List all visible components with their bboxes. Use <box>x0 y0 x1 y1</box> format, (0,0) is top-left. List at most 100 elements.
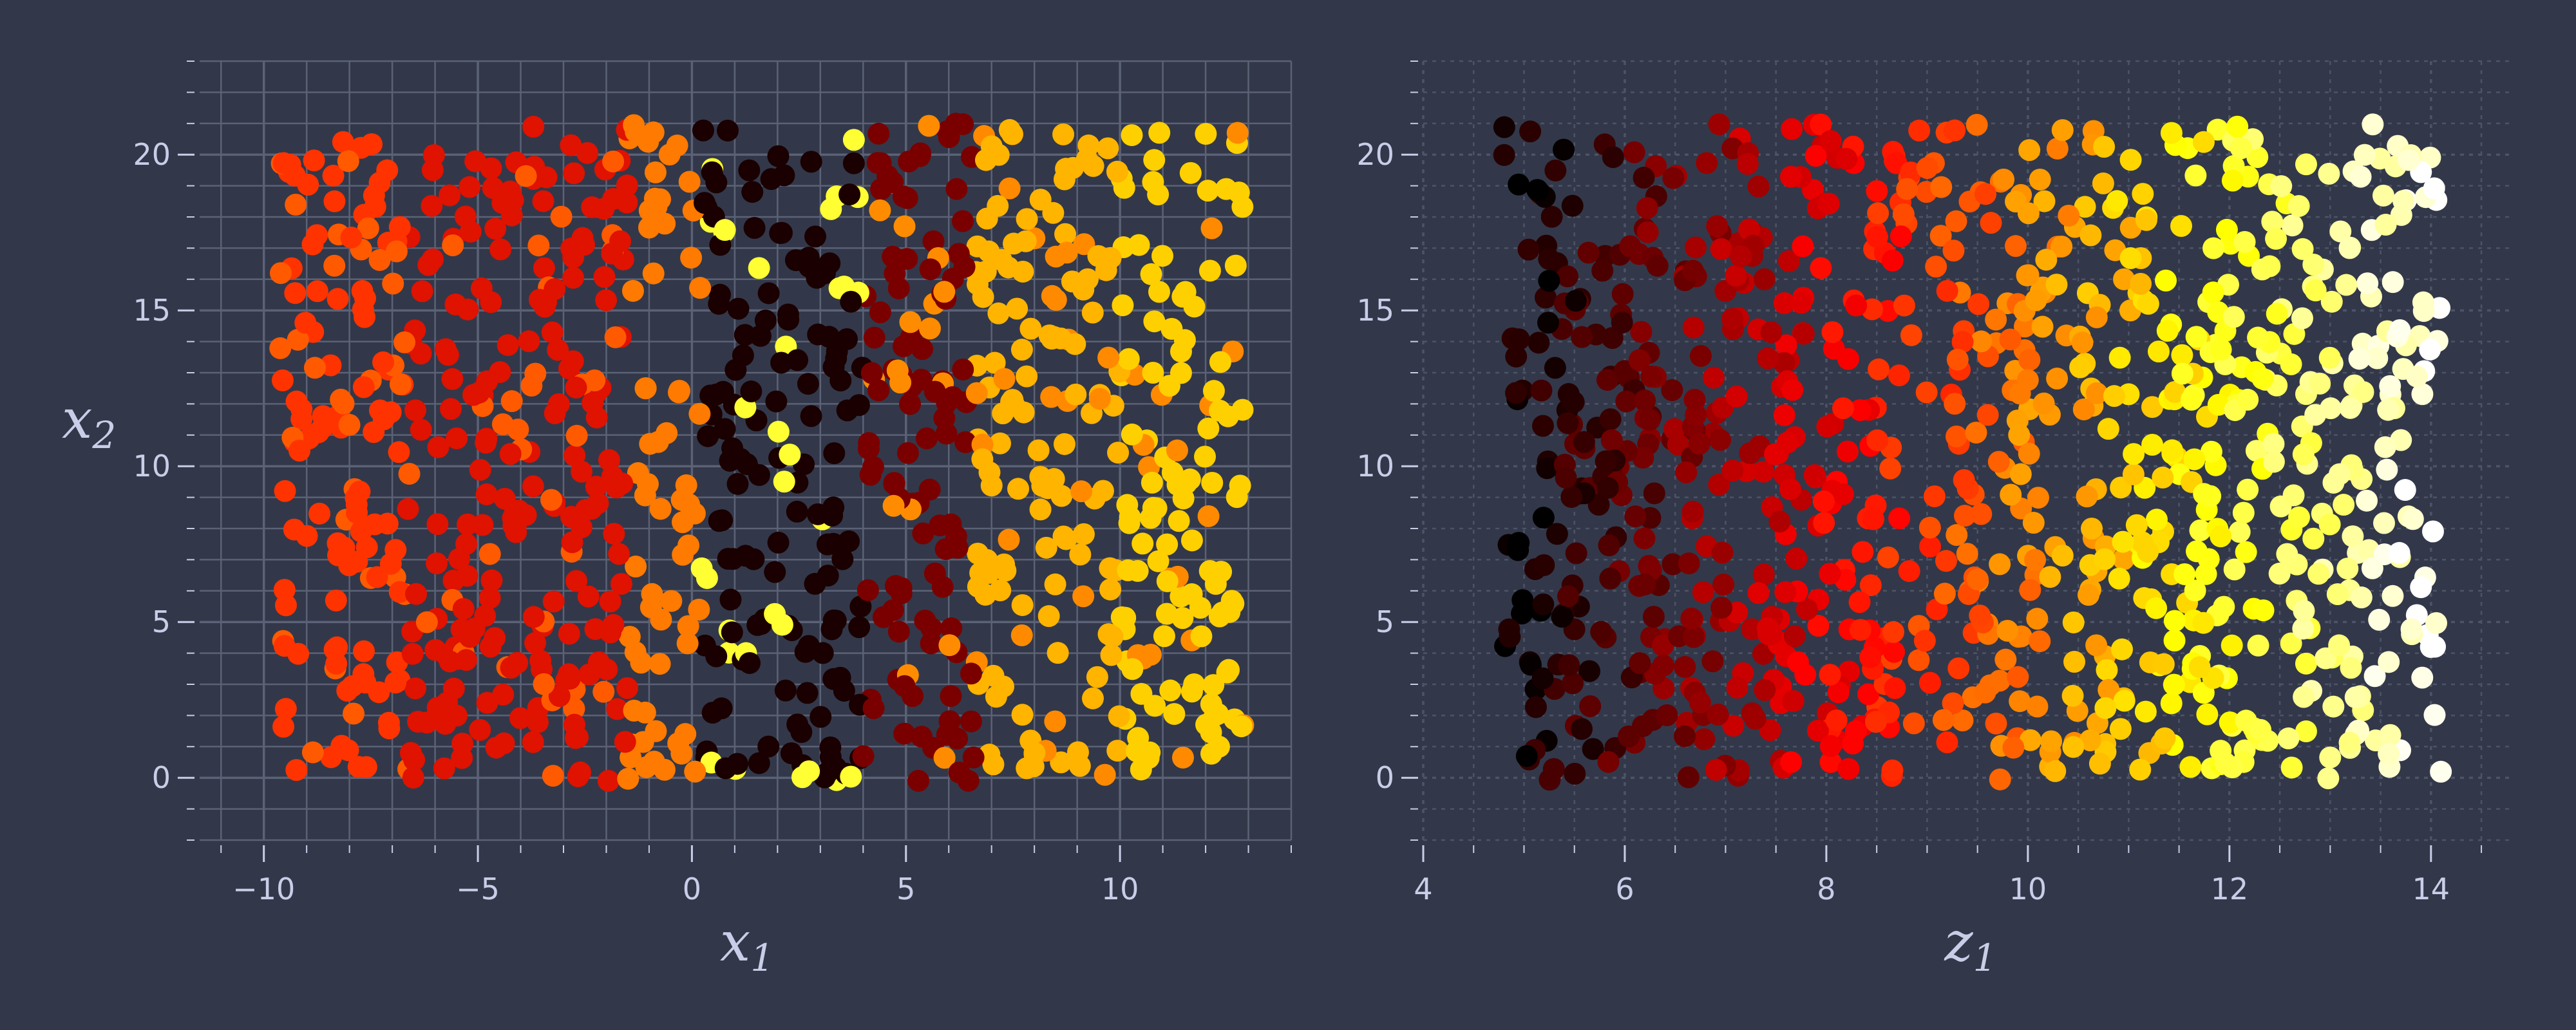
scatter-point <box>777 303 799 326</box>
scatter-point <box>1172 487 1195 510</box>
scatter-point <box>2292 443 2315 465</box>
scatter-point <box>989 432 1012 454</box>
scatter-point <box>1148 122 1171 144</box>
scatter-point <box>2019 729 2041 751</box>
scatter-point <box>2280 756 2303 779</box>
scatter-point <box>2183 448 2206 471</box>
scatter-point <box>1209 399 1231 422</box>
scatter-point <box>1171 746 1194 769</box>
scatter-point <box>2430 760 2452 783</box>
scatter-point <box>2251 368 2274 390</box>
scatter-point <box>962 746 985 769</box>
scatter-point <box>2192 612 2215 634</box>
scatter-point <box>933 407 956 429</box>
scatter-point <box>1810 257 1832 279</box>
scatter-point <box>1099 578 1122 601</box>
scatter-point <box>385 240 408 263</box>
scatter-point <box>1190 625 1213 648</box>
scatter-point <box>1011 594 1034 616</box>
scatter-point <box>1881 759 1904 782</box>
scatter-point <box>1530 379 1553 402</box>
scatter-point <box>1230 715 1253 738</box>
scatter-point <box>764 561 786 583</box>
scatter-point <box>1682 626 1705 648</box>
scatter-point <box>398 462 421 485</box>
scatter-point <box>1558 654 1580 677</box>
scatter-point <box>1557 412 1579 435</box>
scatter-point <box>2411 666 2434 689</box>
scatter-point <box>1640 365 1663 388</box>
scatter-point <box>1893 294 1915 317</box>
scatter-point <box>641 583 663 605</box>
x-tick-label: 4 <box>1414 872 1432 906</box>
scatter-point <box>765 390 788 413</box>
scatter-point <box>2412 291 2434 314</box>
scatter-point <box>1538 270 1560 292</box>
scatter-point <box>2423 177 2445 200</box>
scatter-point <box>1571 326 1593 348</box>
points-left <box>269 113 1255 792</box>
scatter-point <box>740 380 762 403</box>
scatter-point <box>564 444 586 467</box>
scatter-point <box>1849 399 1871 422</box>
scatter-point <box>1781 118 1803 140</box>
scatter-point <box>1035 536 1057 559</box>
scatter-point <box>952 210 974 232</box>
scatter-point <box>2368 608 2391 631</box>
scatter-point <box>388 581 411 603</box>
scatter-point <box>2160 122 2183 144</box>
scatter-point <box>2109 718 2132 740</box>
scatter-point <box>1790 292 1813 314</box>
scatter-point <box>410 418 432 441</box>
scatter-point <box>442 677 465 700</box>
scatter-point <box>480 157 502 180</box>
scatter-point <box>688 402 711 425</box>
scatter-point <box>674 723 697 745</box>
scatter-point <box>459 176 481 198</box>
scatter-point <box>480 569 503 592</box>
scatter-point <box>1836 440 1859 463</box>
scatter-point <box>1996 619 2019 642</box>
scatter-point <box>1171 607 1194 630</box>
scatter-point <box>544 402 566 425</box>
scatter-point <box>1052 123 1075 145</box>
scatter-point <box>604 326 627 348</box>
scatter-point <box>301 233 324 256</box>
scatter-point <box>2344 686 2367 709</box>
scatter-point <box>1953 469 1975 491</box>
scatter-point <box>484 218 507 240</box>
scatter-point <box>332 392 355 415</box>
scatter-point <box>2185 326 2208 348</box>
scatter-point <box>1779 165 1802 188</box>
scatter-point <box>1634 389 1656 412</box>
scatter-point <box>1677 766 1700 789</box>
scatter-point <box>475 427 498 450</box>
scatter-point <box>617 767 639 790</box>
scatter-point <box>938 634 961 657</box>
scatter-point <box>2170 214 2193 237</box>
scatter-point <box>587 651 610 673</box>
scatter-point <box>2197 548 2220 570</box>
scatter-point <box>978 461 1001 483</box>
scatter-point <box>2103 385 2125 407</box>
scatter-point <box>719 588 742 611</box>
scatter-point <box>1819 129 1842 152</box>
scatter-point <box>770 221 793 244</box>
scatter-point <box>2376 458 2398 481</box>
scatter-point <box>1710 597 1733 619</box>
scatter-point <box>2262 433 2285 455</box>
scatter-point <box>893 675 916 697</box>
scatter-point <box>1945 210 1967 232</box>
scatter-point <box>2145 509 2168 531</box>
scatter-point <box>2280 632 2302 655</box>
scatter-point <box>1016 365 1038 388</box>
scatter-point <box>582 391 604 414</box>
scatter-point <box>1689 344 1712 367</box>
scatter-point <box>933 281 956 303</box>
scatter-point <box>2132 183 2154 205</box>
scatter-point <box>599 590 621 613</box>
scatter-point <box>1674 656 1696 679</box>
scatter-point <box>1050 751 1072 774</box>
scatter-point <box>2163 610 2186 632</box>
scatter-point <box>2392 189 2415 212</box>
